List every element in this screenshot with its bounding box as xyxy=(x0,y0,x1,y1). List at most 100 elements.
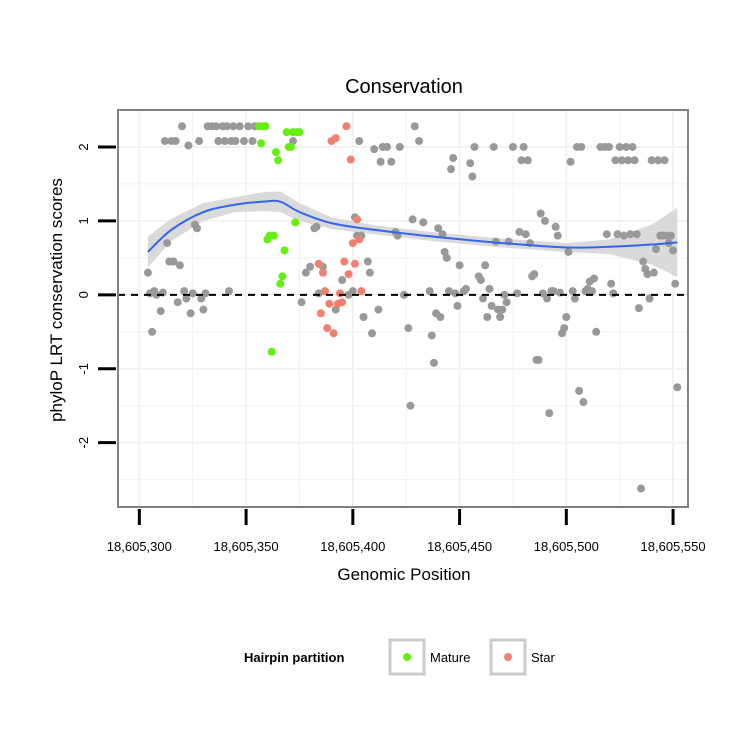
legend-title: Hairpin partition xyxy=(244,650,344,665)
point-other-73 xyxy=(404,324,413,333)
point-other-57 xyxy=(355,137,364,146)
x-axis-label: Genomic Position xyxy=(337,565,470,584)
point-other-182 xyxy=(660,156,669,165)
point-mature-1 xyxy=(257,139,266,148)
point-other-178 xyxy=(651,244,660,253)
point-other-11 xyxy=(169,257,178,266)
point-other-40 xyxy=(244,122,253,131)
point-other-97 xyxy=(468,172,477,181)
point-other-85 xyxy=(438,230,447,239)
x-tick-label-3: 18,605,450 xyxy=(427,539,492,554)
legend-label-mature: Mature xyxy=(430,650,470,665)
point-other-59 xyxy=(359,313,368,322)
point-other-95 xyxy=(461,284,470,293)
point-other-111 xyxy=(500,290,509,299)
plot-border xyxy=(117,109,689,508)
point-other-145 xyxy=(577,142,586,151)
point-other-77 xyxy=(415,137,424,146)
point-other-25 xyxy=(199,305,208,314)
point-other-16 xyxy=(180,287,189,296)
point-other-18 xyxy=(184,141,193,150)
point-star-5 xyxy=(325,299,334,308)
point-other-158 xyxy=(609,289,618,298)
legend: Hairpin partition Mature Star xyxy=(244,638,556,676)
point-other-81 xyxy=(429,358,438,367)
point-other-163 xyxy=(619,231,628,240)
point-other-19 xyxy=(186,309,195,318)
point-mature-9 xyxy=(274,156,283,165)
x-tick-label-5: 18,605,550 xyxy=(641,539,706,554)
point-other-22 xyxy=(192,224,201,233)
point-other-65 xyxy=(376,157,385,166)
point-other-133 xyxy=(551,222,560,231)
point-other-90 xyxy=(449,154,458,163)
point-other-175 xyxy=(645,294,654,303)
point-other-185 xyxy=(666,231,675,240)
point-other-186 xyxy=(669,246,678,255)
x-tick-label-0: 18,605,300 xyxy=(107,539,172,554)
point-other-93 xyxy=(455,261,464,270)
point-other-156 xyxy=(605,142,614,151)
point-other-166 xyxy=(626,230,635,239)
point-other-7 xyxy=(160,137,169,146)
point-other-146 xyxy=(579,398,588,407)
legend-entry-mature: Mature xyxy=(388,638,470,676)
point-other-118 xyxy=(519,142,528,151)
plot-background xyxy=(118,110,688,507)
point-other-141 xyxy=(568,287,577,296)
point-mature-15 xyxy=(286,142,295,151)
point-other-167 xyxy=(628,142,637,151)
point-other-8 xyxy=(163,239,172,248)
y-tick-label-4: 2 xyxy=(76,143,91,150)
series-star xyxy=(314,122,366,338)
point-other-38 xyxy=(235,122,244,131)
point-other-104 xyxy=(485,284,494,293)
smooth-line-layer xyxy=(147,199,678,253)
point-other-115 xyxy=(513,289,522,298)
point-other-41 xyxy=(248,137,257,146)
point-other-134 xyxy=(553,231,562,240)
point-other-80 xyxy=(427,331,436,340)
point-other-129 xyxy=(543,294,552,303)
point-mature-17 xyxy=(291,218,300,227)
point-other-4 xyxy=(152,290,161,299)
point-other-155 xyxy=(602,230,611,239)
point-other-161 xyxy=(615,142,624,151)
point-other-37 xyxy=(231,137,240,146)
point-other-79 xyxy=(425,287,434,296)
point-other-123 xyxy=(530,270,539,279)
y-tick-label-3: 1 xyxy=(76,217,91,224)
point-other-68 xyxy=(387,157,396,166)
plot-panel xyxy=(117,109,689,508)
point-other-0 xyxy=(143,268,152,277)
point-other-13 xyxy=(173,298,182,307)
point-other-188 xyxy=(673,383,682,392)
point-other-105 xyxy=(487,301,496,310)
point-other-109 xyxy=(496,313,505,322)
point-other-54 xyxy=(348,287,357,296)
point-mature-13 xyxy=(282,128,291,137)
y-tick-label-1: -1 xyxy=(76,363,91,375)
point-mature-8 xyxy=(271,148,280,157)
point-other-114 xyxy=(508,142,517,151)
point-mature-6 xyxy=(267,347,276,356)
y-tick-label-2: 0 xyxy=(76,291,91,298)
point-other-5 xyxy=(156,307,165,316)
point-other-29 xyxy=(212,122,221,131)
point-other-102 xyxy=(481,261,490,270)
point-other-20 xyxy=(188,289,197,298)
point-other-83 xyxy=(434,224,443,233)
point-other-63 xyxy=(370,145,379,154)
point-star-10 xyxy=(336,289,345,298)
point-other-101 xyxy=(479,294,488,303)
point-other-142 xyxy=(570,294,579,303)
x-tick-label-1: 18,605,350 xyxy=(214,539,279,554)
chart-title: Conservation xyxy=(345,76,463,98)
point-mature-10 xyxy=(276,279,285,288)
point-other-76 xyxy=(410,122,419,131)
point-other-168 xyxy=(630,156,639,165)
point-mature-12 xyxy=(280,246,289,255)
point-star-0 xyxy=(314,259,323,268)
point-other-92 xyxy=(453,301,462,310)
point-other-15 xyxy=(178,122,187,131)
